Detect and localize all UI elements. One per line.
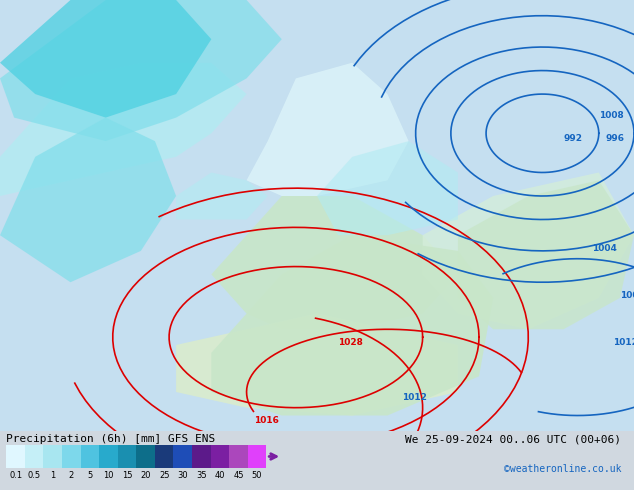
Text: 50: 50	[252, 470, 262, 480]
Text: 0.1: 0.1	[9, 470, 22, 480]
FancyBboxPatch shape	[62, 445, 81, 467]
Text: 1016: 1016	[254, 416, 278, 425]
Text: 35: 35	[196, 470, 207, 480]
Polygon shape	[247, 63, 408, 196]
Polygon shape	[423, 172, 634, 329]
FancyBboxPatch shape	[192, 445, 210, 467]
Polygon shape	[0, 0, 281, 141]
Text: 1012: 1012	[613, 338, 634, 347]
FancyBboxPatch shape	[81, 445, 99, 467]
Polygon shape	[211, 235, 493, 416]
Text: 30: 30	[178, 470, 188, 480]
FancyBboxPatch shape	[118, 445, 136, 467]
FancyBboxPatch shape	[174, 445, 192, 467]
Polygon shape	[176, 314, 458, 416]
Polygon shape	[211, 196, 458, 329]
Polygon shape	[0, 63, 247, 196]
Polygon shape	[0, 118, 176, 282]
FancyBboxPatch shape	[210, 445, 229, 467]
Text: We 25-09-2024 00..06 UTC (00+06): We 25-09-2024 00..06 UTC (00+06)	[405, 434, 621, 444]
Text: 45: 45	[233, 470, 243, 480]
Text: 5: 5	[87, 470, 93, 480]
Text: Precipitation (6h) [mm] GFS ENS: Precipitation (6h) [mm] GFS ENS	[6, 434, 216, 444]
Text: 992: 992	[564, 134, 583, 143]
Text: 1008: 1008	[598, 111, 623, 120]
Text: 1028: 1028	[338, 338, 363, 347]
FancyBboxPatch shape	[229, 445, 248, 467]
Text: 40: 40	[215, 470, 225, 480]
Text: 0.5: 0.5	[28, 470, 41, 480]
Text: 1: 1	[50, 470, 55, 480]
Text: 1004: 1004	[592, 244, 617, 253]
Text: 996: 996	[606, 134, 625, 143]
Text: 25: 25	[159, 470, 169, 480]
FancyBboxPatch shape	[248, 445, 266, 467]
Polygon shape	[176, 172, 268, 220]
FancyBboxPatch shape	[155, 445, 174, 467]
FancyBboxPatch shape	[25, 445, 44, 467]
Polygon shape	[0, 0, 211, 118]
Text: 2: 2	[68, 470, 74, 480]
Text: 15: 15	[122, 470, 133, 480]
Polygon shape	[458, 180, 634, 329]
FancyBboxPatch shape	[99, 445, 118, 467]
FancyBboxPatch shape	[44, 445, 62, 467]
Text: 10: 10	[103, 470, 113, 480]
Text: 20: 20	[140, 470, 151, 480]
FancyBboxPatch shape	[136, 445, 155, 467]
Text: 1012: 1012	[401, 393, 427, 402]
FancyBboxPatch shape	[6, 445, 25, 467]
Text: ©weatheronline.co.uk: ©weatheronline.co.uk	[504, 464, 621, 473]
Polygon shape	[317, 141, 458, 235]
Text: 1008: 1008	[620, 291, 634, 300]
